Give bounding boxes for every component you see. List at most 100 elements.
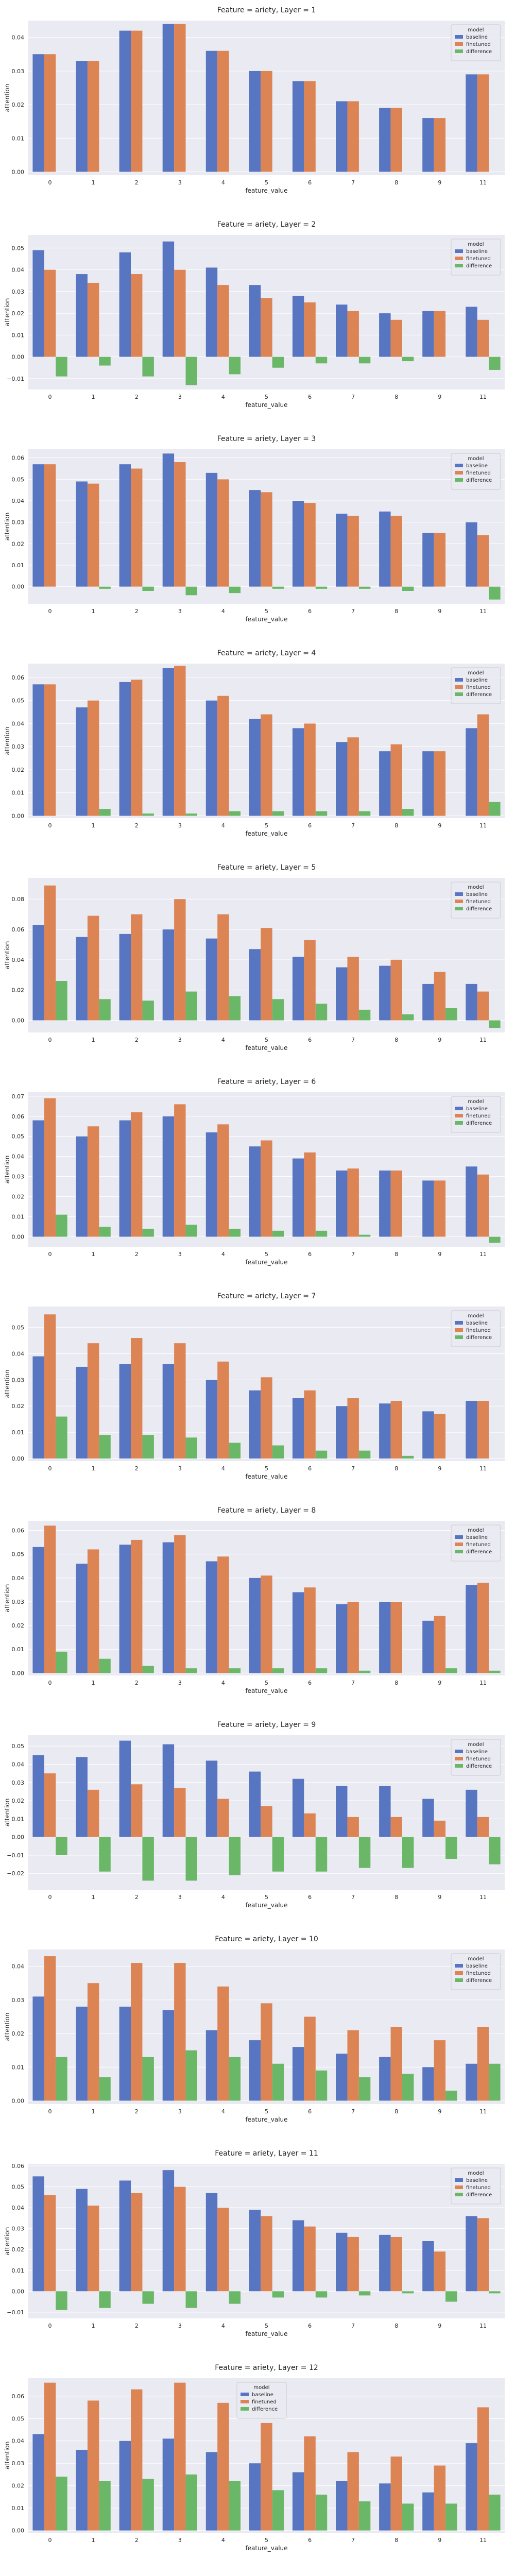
bar-baseline-2 bbox=[119, 934, 131, 1021]
chart-panel: Feature = ariety, Layer = 9 −0.02 −0.01 0.0… bbox=[0, 1715, 515, 1929]
bar-baseline-3 bbox=[162, 1542, 175, 1673]
bar-baseline-3 bbox=[162, 241, 175, 357]
y-tick-label: 0.01 bbox=[12, 562, 25, 569]
legend-label-finetuned: finetuned bbox=[466, 1542, 491, 1548]
bar-baseline-3 bbox=[162, 2438, 175, 2531]
legend-swatch-difference bbox=[455, 1121, 463, 1125]
bar-finetuned-0 bbox=[44, 2195, 56, 2292]
legend-swatch-finetuned bbox=[455, 2185, 463, 2189]
bar-finetuned-3 bbox=[174, 2382, 186, 2531]
bar-baseline-5 bbox=[249, 719, 261, 816]
bar-difference-4 bbox=[229, 357, 241, 375]
y-tick-label: 0.00 bbox=[12, 354, 25, 361]
bar-baseline-7 bbox=[336, 304, 348, 357]
bar-difference-7 bbox=[358, 811, 371, 816]
legend-box bbox=[451, 239, 501, 276]
bar-baseline-9 bbox=[422, 1180, 434, 1237]
x-tick-label: 3 bbox=[178, 1037, 182, 1043]
legend-label-difference: difference bbox=[466, 263, 492, 269]
bar-difference-11 bbox=[489, 2063, 501, 2101]
y-axis-label: attention bbox=[4, 727, 11, 755]
x-tick-label: 6 bbox=[308, 179, 312, 186]
bar-finetuned-11 bbox=[477, 1583, 489, 1673]
y-tick-label: 0.04 bbox=[12, 1154, 25, 1160]
x-tick-label: 9 bbox=[438, 1251, 441, 1258]
y-axis-label: attention bbox=[4, 84, 11, 112]
x-tick-label: 1 bbox=[92, 1037, 95, 1043]
bar-difference-0 bbox=[56, 2291, 67, 2310]
x-tick-label: 5 bbox=[265, 822, 268, 829]
bar-finetuned-4 bbox=[217, 1986, 229, 2101]
legend-swatch-difference bbox=[455, 49, 463, 53]
bar-finetuned-11 bbox=[477, 74, 489, 172]
x-tick-label: 3 bbox=[178, 1680, 182, 1686]
x-tick-label: 0 bbox=[48, 608, 52, 615]
bar-finetuned-5 bbox=[261, 298, 272, 357]
bar-difference-0 bbox=[56, 1416, 67, 1459]
legend-box bbox=[451, 667, 501, 704]
bar-baseline-3 bbox=[162, 1116, 175, 1237]
legend-swatch-finetuned bbox=[455, 1971, 463, 1975]
bar-finetuned-8 bbox=[390, 1170, 402, 1237]
bar-baseline-5 bbox=[249, 2463, 261, 2531]
bar-difference-6 bbox=[315, 2070, 328, 2101]
x-axis-label: feature_value bbox=[245, 2330, 287, 2337]
x-axis-label: feature_value bbox=[245, 1259, 287, 1266]
legend-swatch-baseline bbox=[455, 892, 463, 896]
bar-baseline-2 bbox=[119, 2180, 131, 2292]
bar-finetuned-2 bbox=[131, 274, 143, 357]
bar-finetuned-11 bbox=[477, 319, 489, 357]
bar-baseline-5 bbox=[249, 1146, 261, 1237]
legend-label-baseline: baseline bbox=[466, 892, 488, 897]
x-tick-label: 5 bbox=[265, 1251, 268, 1258]
x-tick-label: 9 bbox=[438, 2323, 441, 2329]
y-tick-label: 0.00 bbox=[12, 1670, 25, 1676]
bar-baseline-3 bbox=[162, 24, 175, 172]
y-tick-label: 0.03 bbox=[12, 1780, 25, 1786]
legend-label-finetuned: finetuned bbox=[466, 1113, 491, 1119]
bar-baseline-1 bbox=[76, 1136, 88, 1237]
bar-difference-6 bbox=[315, 1837, 328, 1872]
bar-finetuned-7 bbox=[347, 2452, 359, 2531]
chart-title: Feature = ariety, Layer = 12 bbox=[215, 2364, 318, 2372]
y-tick-label: 0.02 bbox=[12, 310, 25, 317]
bar-finetuned-0 bbox=[44, 885, 56, 1021]
x-tick-label: 4 bbox=[221, 1037, 225, 1043]
bar-difference-7 bbox=[358, 2077, 371, 2101]
bar-finetuned-6 bbox=[304, 302, 316, 357]
legend-label-baseline: baseline bbox=[466, 677, 488, 683]
bar-baseline-9 bbox=[422, 2492, 434, 2531]
bar-finetuned-11 bbox=[477, 2407, 489, 2531]
bar-finetuned-9 bbox=[434, 1414, 446, 1459]
bar-difference-5 bbox=[272, 2291, 284, 2298]
bar-finetuned-4 bbox=[217, 2402, 229, 2531]
y-axis-label: attention bbox=[4, 298, 11, 327]
legend-box bbox=[451, 1310, 501, 1347]
bar-finetuned-1 bbox=[87, 916, 99, 1021]
bar-difference-9 bbox=[445, 2291, 457, 2302]
x-tick-label: 11 bbox=[479, 394, 487, 400]
x-tick-label: 1 bbox=[92, 179, 95, 186]
bar-baseline-5 bbox=[249, 490, 261, 587]
bar-baseline-1 bbox=[76, 274, 88, 357]
chart-svg: Feature = ariety, Layer = 1 0.00 0.01 0.02 0… bbox=[4, 6, 505, 194]
y-tick-label: 0.02 bbox=[12, 767, 25, 773]
bar-difference-11 bbox=[489, 586, 501, 600]
x-tick-label: 7 bbox=[351, 2108, 355, 2115]
bar-baseline-0 bbox=[32, 250, 44, 357]
bar-difference-5 bbox=[272, 2063, 284, 2101]
y-tick-label: 0.02 bbox=[12, 1403, 25, 1410]
legend-label-finetuned: finetuned bbox=[466, 1971, 491, 1976]
x-tick-label: 7 bbox=[351, 1037, 355, 1043]
chart-title: Feature = ariety, Layer = 11 bbox=[215, 2149, 318, 2158]
bar-baseline-9 bbox=[422, 1620, 434, 1673]
x-tick-label: 11 bbox=[479, 1894, 487, 1901]
bar-finetuned-11 bbox=[477, 991, 489, 1021]
bar-baseline-2 bbox=[119, 2441, 131, 2531]
bar-baseline-0 bbox=[32, 1356, 44, 1459]
legend-title: model bbox=[468, 1313, 484, 1319]
bar-finetuned-11 bbox=[477, 535, 489, 587]
